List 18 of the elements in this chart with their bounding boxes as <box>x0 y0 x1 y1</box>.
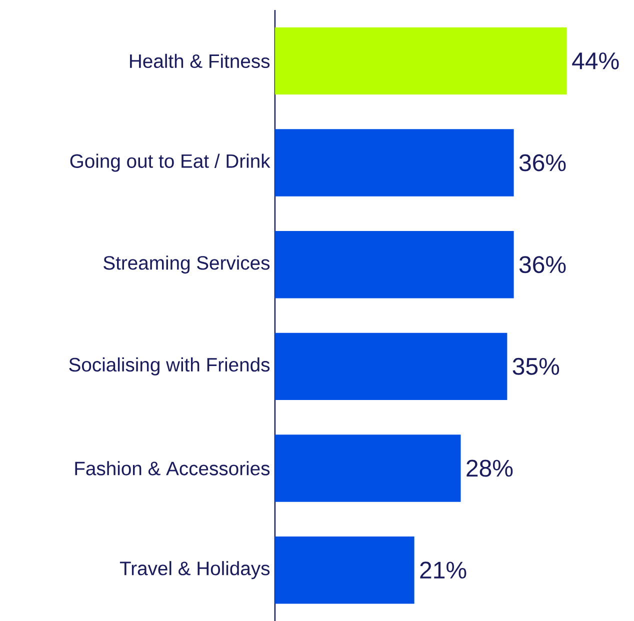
y-tick-label: Fashion & Accessories <box>75 461 270 476</box>
bar <box>275 434 461 502</box>
y-tick-label: Socialising with Friends <box>69 357 270 376</box>
y-tick-label: Streaming Services <box>104 256 270 274</box>
data-label: 35% <box>512 358 560 375</box>
bar <box>275 27 567 95</box>
data-label: 28% <box>466 460 513 477</box>
y-tick-label: Travel & Holidays <box>120 561 270 580</box>
y-tick-label: Going out to Eat / Drink <box>70 154 270 172</box>
bar <box>275 332 508 400</box>
bar <box>275 230 514 298</box>
data-label: 21% <box>420 562 466 579</box>
data-label: 36% <box>519 154 566 172</box>
data-label: 36% <box>519 256 566 274</box>
y-tick-label: Health & Fitness <box>130 54 270 68</box>
data-label: 44% <box>572 52 619 70</box>
bar <box>275 536 414 604</box>
bar <box>275 129 514 196</box>
